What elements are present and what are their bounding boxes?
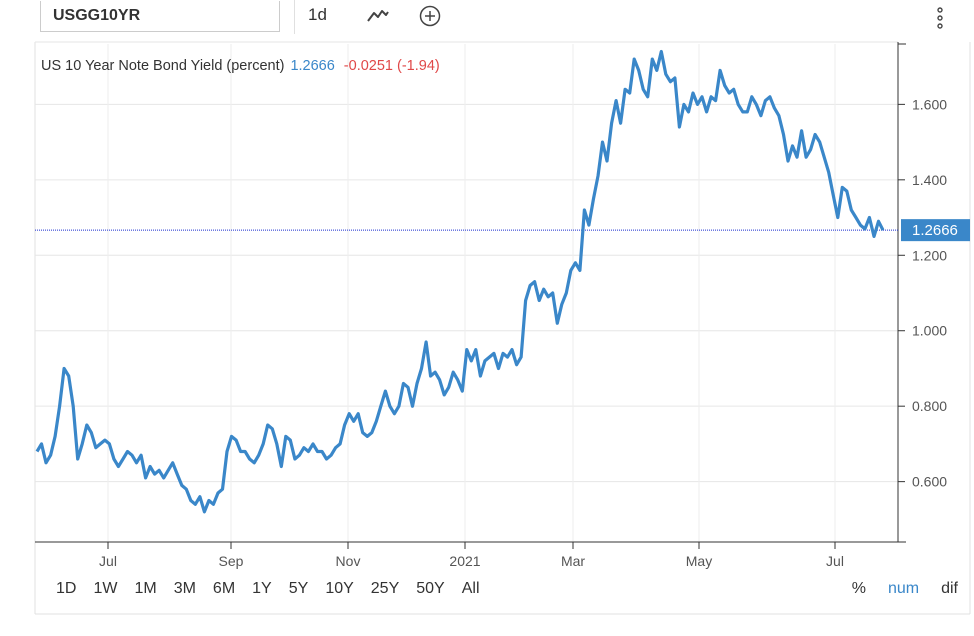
y-tick-label: 1.200 xyxy=(912,247,947,263)
x-tick-label: May xyxy=(686,553,712,569)
current-price-label: 1.2666 xyxy=(901,219,970,242)
add-circle-icon[interactable] xyxy=(418,4,442,33)
current-price-label-text: 1.2666 xyxy=(912,222,958,239)
range-1d[interactable]: 1D xyxy=(56,580,77,597)
toolbar-divider xyxy=(294,0,295,34)
y-tick-label: 1.600 xyxy=(912,96,947,112)
x-axis: Jul Sep Nov 2021 Mar May Jul xyxy=(99,542,844,569)
scale-mode-selector: % num dif xyxy=(830,580,958,598)
range-10y[interactable]: 10Y xyxy=(325,580,354,597)
chart-toolbar: USGG10YR 1d xyxy=(0,0,974,36)
line-chart-icon[interactable] xyxy=(366,4,390,33)
y-tick-label: 1.000 xyxy=(912,323,947,339)
x-tick-label: Sep xyxy=(219,553,244,569)
y-axis: 1.600 1.400 1.200 1.000 0.800 0.600 xyxy=(898,96,947,490)
change-value: -0.0251 (-1.94) xyxy=(344,58,440,74)
range-all[interactable]: All xyxy=(461,580,480,597)
mode-num[interactable]: num xyxy=(887,580,920,597)
range-3m[interactable]: 3M xyxy=(173,580,196,597)
y-tick-label: 1.400 xyxy=(912,172,947,188)
range-1m[interactable]: 1M xyxy=(134,580,157,597)
x-tick-label: Mar xyxy=(561,553,585,569)
x-tick-label: Nov xyxy=(336,553,361,569)
more-vertical-icon[interactable] xyxy=(930,4,950,37)
range-1y[interactable]: 1Y xyxy=(252,580,272,597)
symbol-input[interactable]: USGG10YR xyxy=(40,1,280,32)
y-tick-label: 0.800 xyxy=(912,398,947,414)
range-50y[interactable]: 50Y xyxy=(416,580,445,597)
mode-dif[interactable]: dif xyxy=(941,580,958,597)
x-tick-label: 2021 xyxy=(449,553,480,569)
series-line xyxy=(35,49,885,514)
x-tick-label: Jul xyxy=(826,553,844,569)
gridlines xyxy=(35,44,898,542)
range-1w[interactable]: 1W xyxy=(93,580,118,597)
chart-title: US 10 Year Note Bond Yield (percent) xyxy=(41,58,284,74)
range-25y[interactable]: 25Y xyxy=(370,580,400,597)
mode-percent[interactable]: % xyxy=(851,580,866,597)
symbol-text: USGG10YR xyxy=(53,7,141,24)
x-tick-label: Jul xyxy=(99,553,117,569)
current-price-label-bg xyxy=(901,219,970,242)
range-5y[interactable]: 5Y xyxy=(288,580,309,597)
chart-header: US 10 Year Note Bond Yield (percent) 1.26… xyxy=(41,58,440,74)
interval-button[interactable]: 1d xyxy=(308,5,327,24)
range-selector: 1D 1W 1M 3M 6M 1Y 5Y 10Y 25Y 50Y All xyxy=(56,580,497,604)
last-value: 1.2666 xyxy=(290,58,334,74)
y-tick-label: 0.600 xyxy=(912,474,947,490)
range-6m[interactable]: 6M xyxy=(212,580,236,597)
